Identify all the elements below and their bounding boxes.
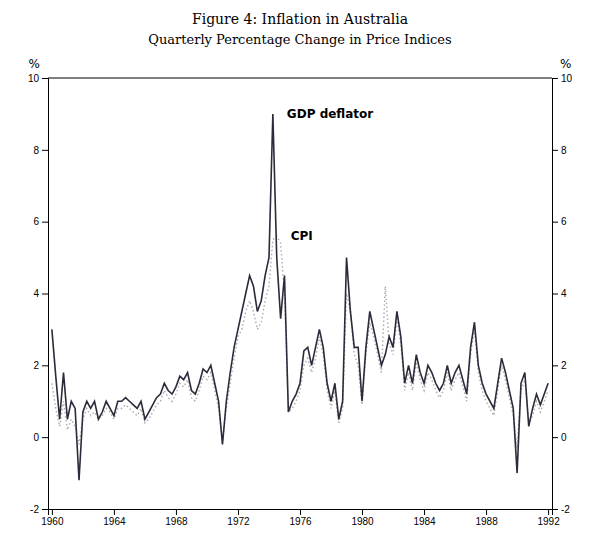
tick: 1972	[227, 509, 250, 527]
tick: 10	[552, 73, 573, 84]
series-line	[52, 236, 548, 448]
tick: 8	[33, 145, 48, 156]
tick-mark	[42, 294, 48, 295]
tick: 1960	[41, 509, 64, 527]
tick-label: 1980	[351, 516, 374, 527]
tick-mark	[42, 509, 48, 510]
tick: 1992	[537, 509, 560, 527]
tick-label: 1992	[537, 516, 560, 527]
tick-mark	[42, 365, 48, 366]
y-axis: -2 0 2 4 6 8 10	[28, 73, 49, 515]
tick: 0	[33, 432, 48, 443]
tick-label: 1968	[165, 516, 188, 527]
tick-mark	[552, 294, 558, 295]
tick: 0	[552, 432, 567, 443]
tick: -2	[30, 504, 48, 515]
tick-label: 1972	[227, 516, 250, 527]
chart: Figure 4: Inflation in Australia Quarterl…	[0, 0, 600, 545]
tick: 10	[28, 73, 48, 84]
tick-label: 2	[561, 360, 567, 371]
tick-mark	[552, 222, 558, 223]
tick: 1980	[351, 509, 374, 527]
tick-mark	[552, 78, 558, 79]
y-axis-line	[42, 79, 49, 510]
tick: -2	[552, 504, 570, 515]
series-label: CPI	[291, 229, 313, 243]
tick-mark	[548, 509, 549, 515]
tick-label: 2	[33, 360, 39, 371]
tick-mark	[42, 78, 48, 79]
tick-label: 6	[561, 216, 567, 227]
tick-mark	[42, 437, 48, 438]
tick-label: -2	[30, 504, 39, 515]
tick-label: 8	[561, 145, 567, 156]
tick-label: 8	[33, 145, 39, 156]
tick: 2	[552, 360, 567, 371]
tick: 6	[33, 216, 48, 227]
tick: 1984	[413, 509, 436, 527]
x-axis: 1960 1964 1968 1972 1976 1980 1984 1988 1992	[41, 509, 560, 527]
tick-label: 1964	[103, 516, 126, 527]
tick-mark	[176, 509, 177, 515]
y2-axis-line	[553, 79, 559, 510]
subtitle: Quarterly Percentage Change in Price Ind…	[148, 32, 451, 47]
tick-mark	[238, 509, 239, 515]
series-line	[52, 114, 548, 480]
tick-label: -2	[561, 504, 570, 515]
tick-label: 1976	[289, 516, 312, 527]
tick-mark	[552, 437, 558, 438]
tick-label: 1984	[413, 516, 436, 527]
tick-label: 0	[33, 432, 39, 443]
tick-mark	[552, 150, 558, 151]
tick-mark	[552, 509, 558, 510]
tick-mark	[552, 365, 558, 366]
tick-label: 4	[561, 288, 567, 299]
tick-mark	[362, 509, 363, 515]
tick-mark	[114, 509, 115, 515]
y-axis-label: %	[29, 57, 40, 71]
tick-label: 6	[33, 216, 39, 227]
tick: 1964	[103, 509, 126, 527]
tick: 1968	[165, 509, 188, 527]
x-axis-line	[49, 510, 553, 516]
tick: 1976	[289, 509, 312, 527]
tick-label: 1988	[475, 516, 498, 527]
tick-label: 10	[28, 73, 40, 84]
tick: 4	[552, 288, 567, 299]
tick-label: 4	[33, 288, 39, 299]
lines	[52, 114, 548, 480]
tick-mark	[424, 509, 425, 515]
tick-label: 0	[561, 432, 567, 443]
tick: 1988	[475, 509, 498, 527]
plot: 196019641968197219761980198419881992-202…	[28, 57, 573, 527]
tick-mark	[486, 509, 487, 515]
tick-mark	[52, 509, 53, 515]
title: Figure 4: Inflation in Australia	[192, 11, 408, 27]
y2-axis-label: %	[560, 57, 571, 71]
y2-axis: -2 0 2 4 6 8 10	[552, 73, 573, 515]
tick-mark	[42, 150, 48, 151]
tick-mark	[42, 222, 48, 223]
tick-mark	[300, 509, 301, 515]
tick: 2	[33, 360, 48, 371]
tick: 4	[33, 288, 48, 299]
tick: 6	[552, 216, 567, 227]
frame-top	[48, 78, 552, 79]
tick: 8	[552, 145, 567, 156]
series-label: GDP deflator	[287, 107, 373, 121]
tick-label: 1960	[41, 516, 64, 527]
tick-label: 10	[561, 73, 573, 84]
